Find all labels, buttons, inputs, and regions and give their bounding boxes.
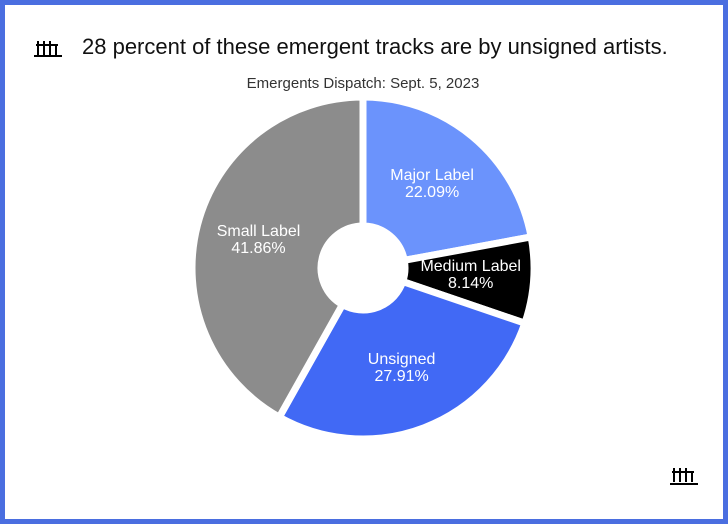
- pie-slice: [359, 93, 535, 264]
- slice-value-label: 22.09%: [405, 184, 459, 201]
- slice-label: Unsigned: [368, 351, 436, 368]
- slice-value-label: 8.14%: [448, 275, 493, 292]
- slice-label: Small Label: [217, 223, 301, 240]
- chart-title: 28 percent of these emergent tracks are …: [82, 34, 668, 59]
- slice-value-label: 27.91%: [374, 368, 428, 385]
- pie-slice: [399, 233, 538, 327]
- pie-slice: [275, 278, 529, 443]
- chart: 28 percent of these emergent tracks are …: [34, 34, 698, 485]
- footer-logo: [670, 468, 698, 485]
- pie-slice: [188, 93, 367, 421]
- slice-label: Medium Label: [420, 258, 521, 275]
- chart-subtitle: Emergents Dispatch: Sept. 5, 2023: [247, 75, 480, 92]
- logo-icon: [34, 41, 62, 57]
- slice-value-label: 41.86%: [231, 240, 285, 257]
- slice-label: Major Label: [390, 167, 474, 184]
